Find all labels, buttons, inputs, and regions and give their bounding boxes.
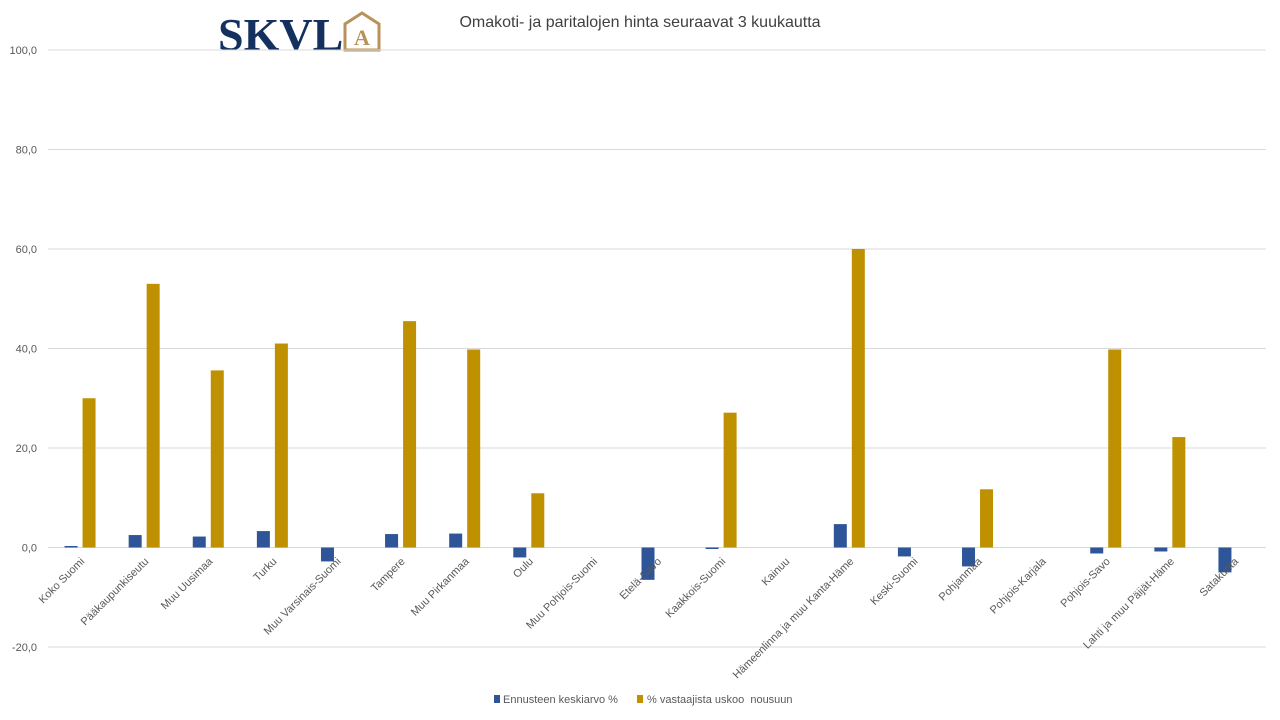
y-tick-label: 40,0 [16,344,37,356]
y-tick-label: -20,0 [12,642,37,654]
bar-series-1 [1218,547,1232,573]
bar-series-1 [385,534,399,548]
category-label: Pohjois-Karjala [988,555,1049,616]
bar-series-1 [705,547,719,549]
category-label: Pääkaupunkiseutu [79,556,151,628]
category-label: Pohjanmaa [937,555,985,603]
logo-mark: A [343,11,381,52]
legend: Ennusteen keskiarvo % % vastaajista usko… [494,694,793,706]
legend-swatch-series-2 [637,695,643,703]
bar-series-2 [146,283,160,548]
legend-label-series-1: Ennusteen keskiarvo % [503,694,618,706]
bar-series-1 [192,536,206,548]
bar-series-2 [531,493,545,548]
bar-series-1 [449,533,463,548]
category-label: Oulu [511,556,536,581]
gridlines [48,49,1266,648]
bar-series-2 [82,398,96,548]
bar-series-2 [403,321,417,548]
category-label: Muu Uusimaa [159,555,216,612]
y-tick-label: 100,0 [9,45,37,57]
logo-text: SKVL [218,9,343,60]
bar-series-2 [274,343,288,548]
bar-series-2 [1172,437,1186,548]
bar-series-1 [1090,547,1104,554]
bar-series-1 [320,547,334,562]
bar-series-2 [723,412,737,548]
category-label: Keski-Suomi [868,556,920,608]
logo: SKVL A [218,9,381,60]
bar-series-2 [210,370,224,548]
y-tick-label: 0,0 [22,543,37,555]
bar-series-1 [962,547,976,567]
bar-series-1 [513,547,527,558]
y-axis-ticks: -20,0 0,0 20,0 40,0 60,0 80,0 100,0 [9,45,37,654]
legend-label-series-2: % vastaajista uskoo nousuun [647,694,793,706]
y-tick-label: 80,0 [16,145,37,157]
bar-series-1 [64,546,78,548]
category-label: Hämeenlinna ja muu Kanta-Häme [731,556,857,682]
chart-title: Omakoti- ja paritalojen hinta seuraavat … [459,14,820,31]
bar-series-2 [1108,349,1122,548]
bar-series-1 [833,524,847,548]
bar-series-1 [128,535,142,548]
category-label: Koko Suomi [37,556,87,606]
category-label: Muu Pirkanmaa [409,555,473,619]
bar-series-2 [851,249,865,548]
bar-series-1 [641,547,655,580]
category-label: Tampere [369,556,408,595]
y-tick-label: 60,0 [16,244,37,256]
bar-series-2 [467,349,481,548]
category-label: Etelä-Savo [618,556,665,603]
bar-series-2 [980,489,994,548]
category-label: Kaakkois-Suomi [664,556,729,621]
legend-swatch-series-1 [494,695,500,703]
bar-series-1 [897,547,911,557]
bars [64,249,1232,580]
category-label: Pohjois-Savo [1059,556,1113,610]
bar-series-1 [256,531,270,548]
bar-series-1 [1154,547,1168,552]
y-tick-label: 20,0 [16,443,37,455]
category-label: Turku [251,556,279,584]
category-label: Muu Pohjois-Suomi [524,556,600,632]
logo-mark-letter: A [354,25,370,50]
category-label: Kainuu [760,556,793,589]
